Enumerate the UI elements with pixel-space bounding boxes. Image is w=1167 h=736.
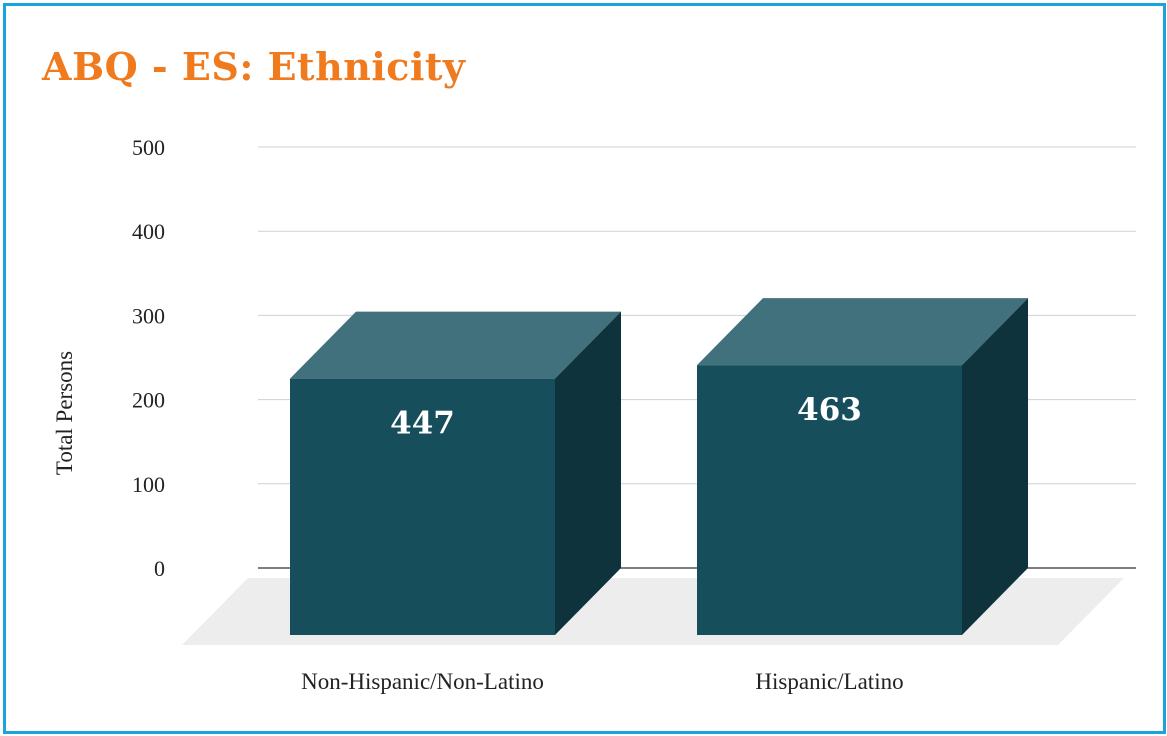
bar-front [290,378,555,635]
data-label: 447 [390,406,455,442]
bar: 447 [290,311,621,635]
bar-front [697,365,962,635]
bar-side [962,298,1028,635]
data-label: 463 [797,392,862,428]
y-tick-label: 100 [132,472,165,497]
x-category-label: Hispanic/Latino [755,669,903,694]
x-category-label: Non-Hispanic/Non-Latino [301,669,544,694]
bar-top [290,311,621,379]
chart-title: ABQ - ES: Ethnicity [42,44,466,89]
bar-top [697,298,1028,366]
bar-side [555,311,621,635]
y-tick-label: 300 [132,303,165,328]
y-tick-label: 500 [132,135,165,160]
bar: 463 [697,298,1028,635]
y-axis-label: Total Persons [52,351,77,475]
y-tick-label: 400 [132,219,165,244]
y-tick-label: 200 [132,388,165,413]
y-tick-label: 0 [154,556,165,581]
